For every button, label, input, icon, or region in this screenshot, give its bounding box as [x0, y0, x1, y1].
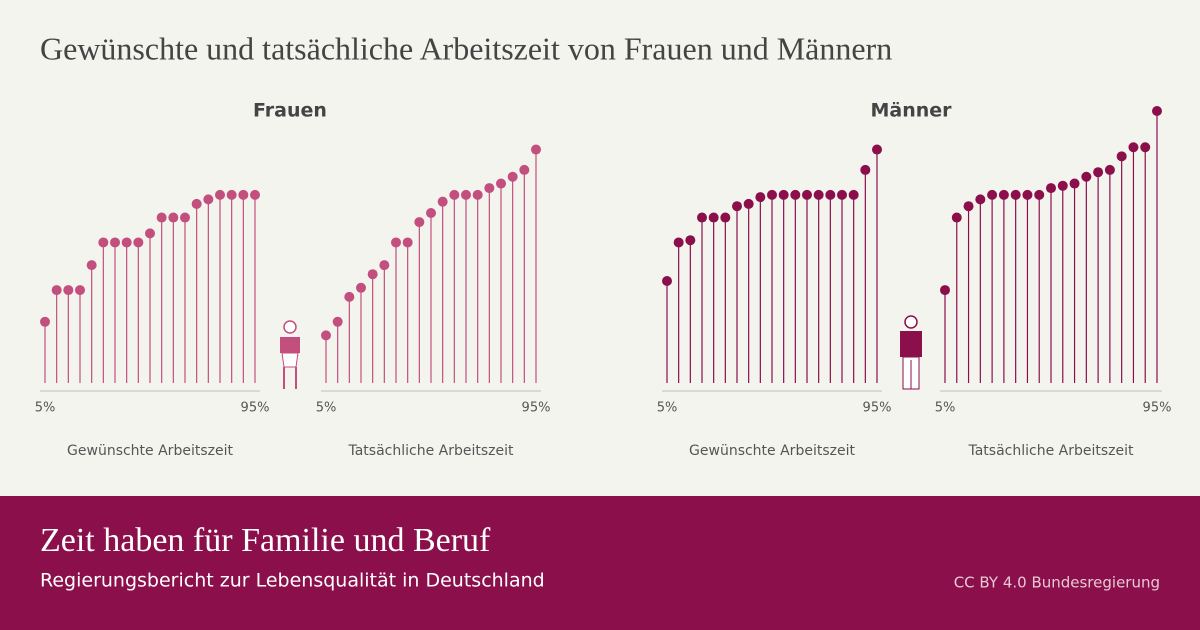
dot: [743, 198, 754, 209]
x-axis-label: Tatsächliche Arbeitszeit: [347, 443, 514, 459]
dot: [321, 330, 331, 341]
dot: [472, 189, 483, 200]
dot: [1128, 142, 1139, 153]
dot: [732, 201, 742, 212]
page-title: Gewünschte und tatsächliche Arbeitszeit …: [40, 30, 892, 66]
dot: [940, 285, 950, 296]
dot: [860, 164, 871, 175]
x-tick-label: 5%: [316, 401, 337, 416]
dot: [1057, 180, 1068, 191]
dot: [531, 144, 541, 155]
dot: [98, 237, 109, 248]
dot: [226, 189, 237, 200]
dot: [848, 189, 859, 200]
dot: [63, 285, 74, 296]
dot: [790, 189, 801, 200]
dot: [86, 260, 97, 271]
dot: [802, 189, 812, 200]
dot: [673, 237, 684, 248]
dot: [449, 189, 460, 200]
dot: [1093, 167, 1104, 178]
dot: [496, 178, 506, 189]
dot: [662, 276, 672, 286]
dot: [1081, 171, 1092, 182]
x-tick-label: 95%: [241, 401, 270, 416]
x-tick-label: 95%: [1143, 401, 1172, 416]
dot: [344, 291, 355, 302]
dot: [191, 198, 202, 209]
dot: [426, 208, 436, 218]
dot: [987, 189, 998, 200]
x-axis-label: Tatsächliche Arbeitszeit: [967, 443, 1134, 459]
dot: [75, 285, 85, 296]
dot: [1152, 106, 1162, 116]
dot: [332, 316, 343, 327]
x-tick-label: 95%: [522, 401, 551, 416]
x-axis-label: Gewünschte Arbeitszeit: [67, 443, 233, 459]
panel-title: Männer: [870, 100, 952, 122]
dot: [367, 269, 378, 280]
x-tick-label: 5%: [35, 401, 56, 416]
dot: [951, 212, 962, 223]
dot: [437, 196, 448, 207]
dot: [708, 212, 719, 223]
dot: [755, 192, 766, 203]
dot: [778, 189, 789, 200]
dot: [1010, 189, 1021, 200]
dot: [180, 212, 190, 223]
x-tick-label: 5%: [657, 401, 678, 416]
dot: [356, 282, 366, 293]
dot: [238, 189, 249, 200]
dot: [767, 189, 777, 200]
dot: [1022, 189, 1033, 200]
dot: [519, 164, 530, 175]
x-tick-label: 95%: [863, 401, 892, 416]
woman-icon: [280, 320, 300, 389]
dot: [110, 237, 120, 248]
dot: [813, 189, 824, 200]
dot: [203, 194, 214, 205]
dot: [685, 235, 696, 246]
dot: [837, 189, 847, 200]
dot: [720, 212, 731, 223]
dot: [1046, 183, 1056, 194]
dot: [133, 237, 144, 248]
dot: [40, 316, 50, 327]
man-icon: [900, 315, 922, 390]
footer-credit: CC BY 4.0 Bundesregierung: [954, 574, 1160, 592]
dot: [697, 212, 707, 223]
dot: [1104, 164, 1115, 175]
footer-subtitle: Regierungsbericht zur Lebensqualität in …: [40, 570, 545, 592]
panel-title: Frauen: [253, 100, 327, 122]
dot: [963, 201, 974, 212]
dot: [215, 189, 225, 200]
dot: [998, 189, 1009, 200]
dot: [402, 237, 413, 248]
x-tick-label: 5%: [935, 401, 956, 416]
dot: [1140, 142, 1151, 153]
footer-band: [0, 496, 1200, 630]
x-axis-label: Gewünschte Arbeitszeit: [689, 443, 855, 459]
dot: [1116, 151, 1127, 162]
dot: [1069, 178, 1080, 189]
dot: [1034, 189, 1045, 200]
dot: [484, 183, 495, 194]
dot: [145, 228, 155, 239]
dot: [414, 217, 425, 228]
footer-title: Zeit haben für Familie und Beruf: [40, 522, 491, 559]
dot: [872, 144, 882, 155]
dot: [507, 171, 518, 182]
dot: [168, 212, 179, 223]
dot: [121, 237, 132, 248]
dot: [391, 237, 401, 248]
dot: [379, 260, 390, 271]
dot: [461, 189, 471, 200]
dot: [156, 212, 167, 223]
dot: [51, 285, 62, 296]
dot: [825, 189, 836, 200]
dot: [975, 194, 986, 205]
dot: [250, 189, 260, 200]
